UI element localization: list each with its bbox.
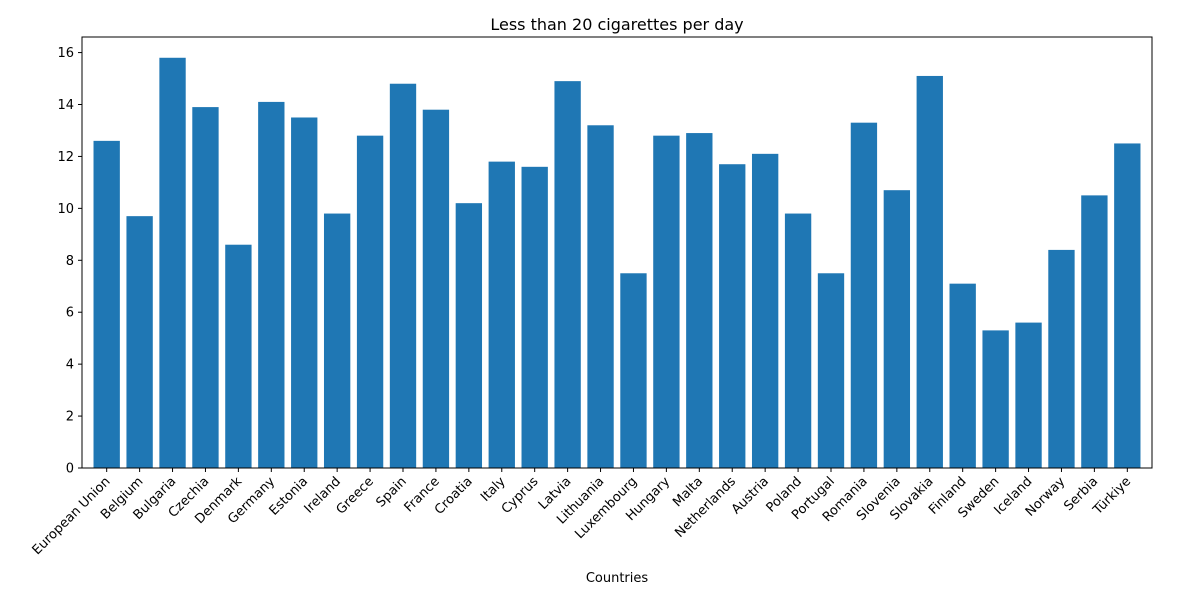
bar — [192, 107, 219, 468]
bar — [817, 273, 845, 468]
bar — [159, 57, 186, 469]
bars-group — [93, 57, 1141, 469]
y-axis: 0 2 4 6 8 10 12 14 16 — [57, 46, 82, 477]
x-tick-label: Greece — [334, 474, 377, 517]
x-axis: European UnionBelgiumBulgariaCzechiaDenm… — [30, 468, 1134, 558]
y-tick-label: 4 — [66, 358, 74, 373]
bar — [422, 109, 450, 468]
x-tick-label: Cyprus — [499, 474, 542, 517]
bar — [389, 83, 417, 468]
bar — [488, 161, 515, 468]
bar — [126, 216, 153, 468]
bar — [751, 153, 779, 468]
bar — [1015, 322, 1042, 468]
y-tick-label: 14 — [57, 98, 74, 113]
bar — [883, 190, 911, 468]
bar — [719, 164, 746, 468]
bar — [620, 273, 647, 468]
bar — [1114, 143, 1141, 468]
bar — [455, 203, 483, 469]
y-tick-label: 8 — [66, 254, 74, 269]
bar — [323, 213, 351, 468]
y-tick-label: 0 — [66, 462, 74, 477]
y-tick-label: 2 — [66, 410, 74, 425]
bar — [686, 133, 713, 468]
y-tick-label: 12 — [57, 150, 74, 165]
bar — [1081, 195, 1108, 468]
y-tick-label: 16 — [57, 46, 74, 61]
bar — [1048, 249, 1075, 468]
bar — [93, 140, 120, 469]
chart-title: Less than 20 cigarettes per day — [490, 15, 743, 34]
bar — [653, 135, 680, 468]
plot-frame — [81, 36, 1153, 469]
x-tick-label: Austria — [729, 474, 772, 517]
bar — [521, 166, 548, 468]
y-tick-label: 10 — [57, 202, 74, 217]
y-tick-label: 6 — [66, 306, 74, 321]
bar — [949, 283, 976, 468]
bar — [784, 213, 812, 468]
bar — [554, 81, 581, 468]
bar — [356, 135, 384, 468]
bar — [916, 75, 943, 468]
bar — [258, 101, 285, 468]
x-tick-label: European Union — [30, 474, 114, 558]
bar — [225, 244, 252, 468]
bar — [982, 330, 1009, 468]
bar — [850, 122, 878, 469]
bar — [587, 125, 614, 468]
bar — [291, 117, 318, 469]
x-axis-title: Countries — [586, 571, 649, 586]
